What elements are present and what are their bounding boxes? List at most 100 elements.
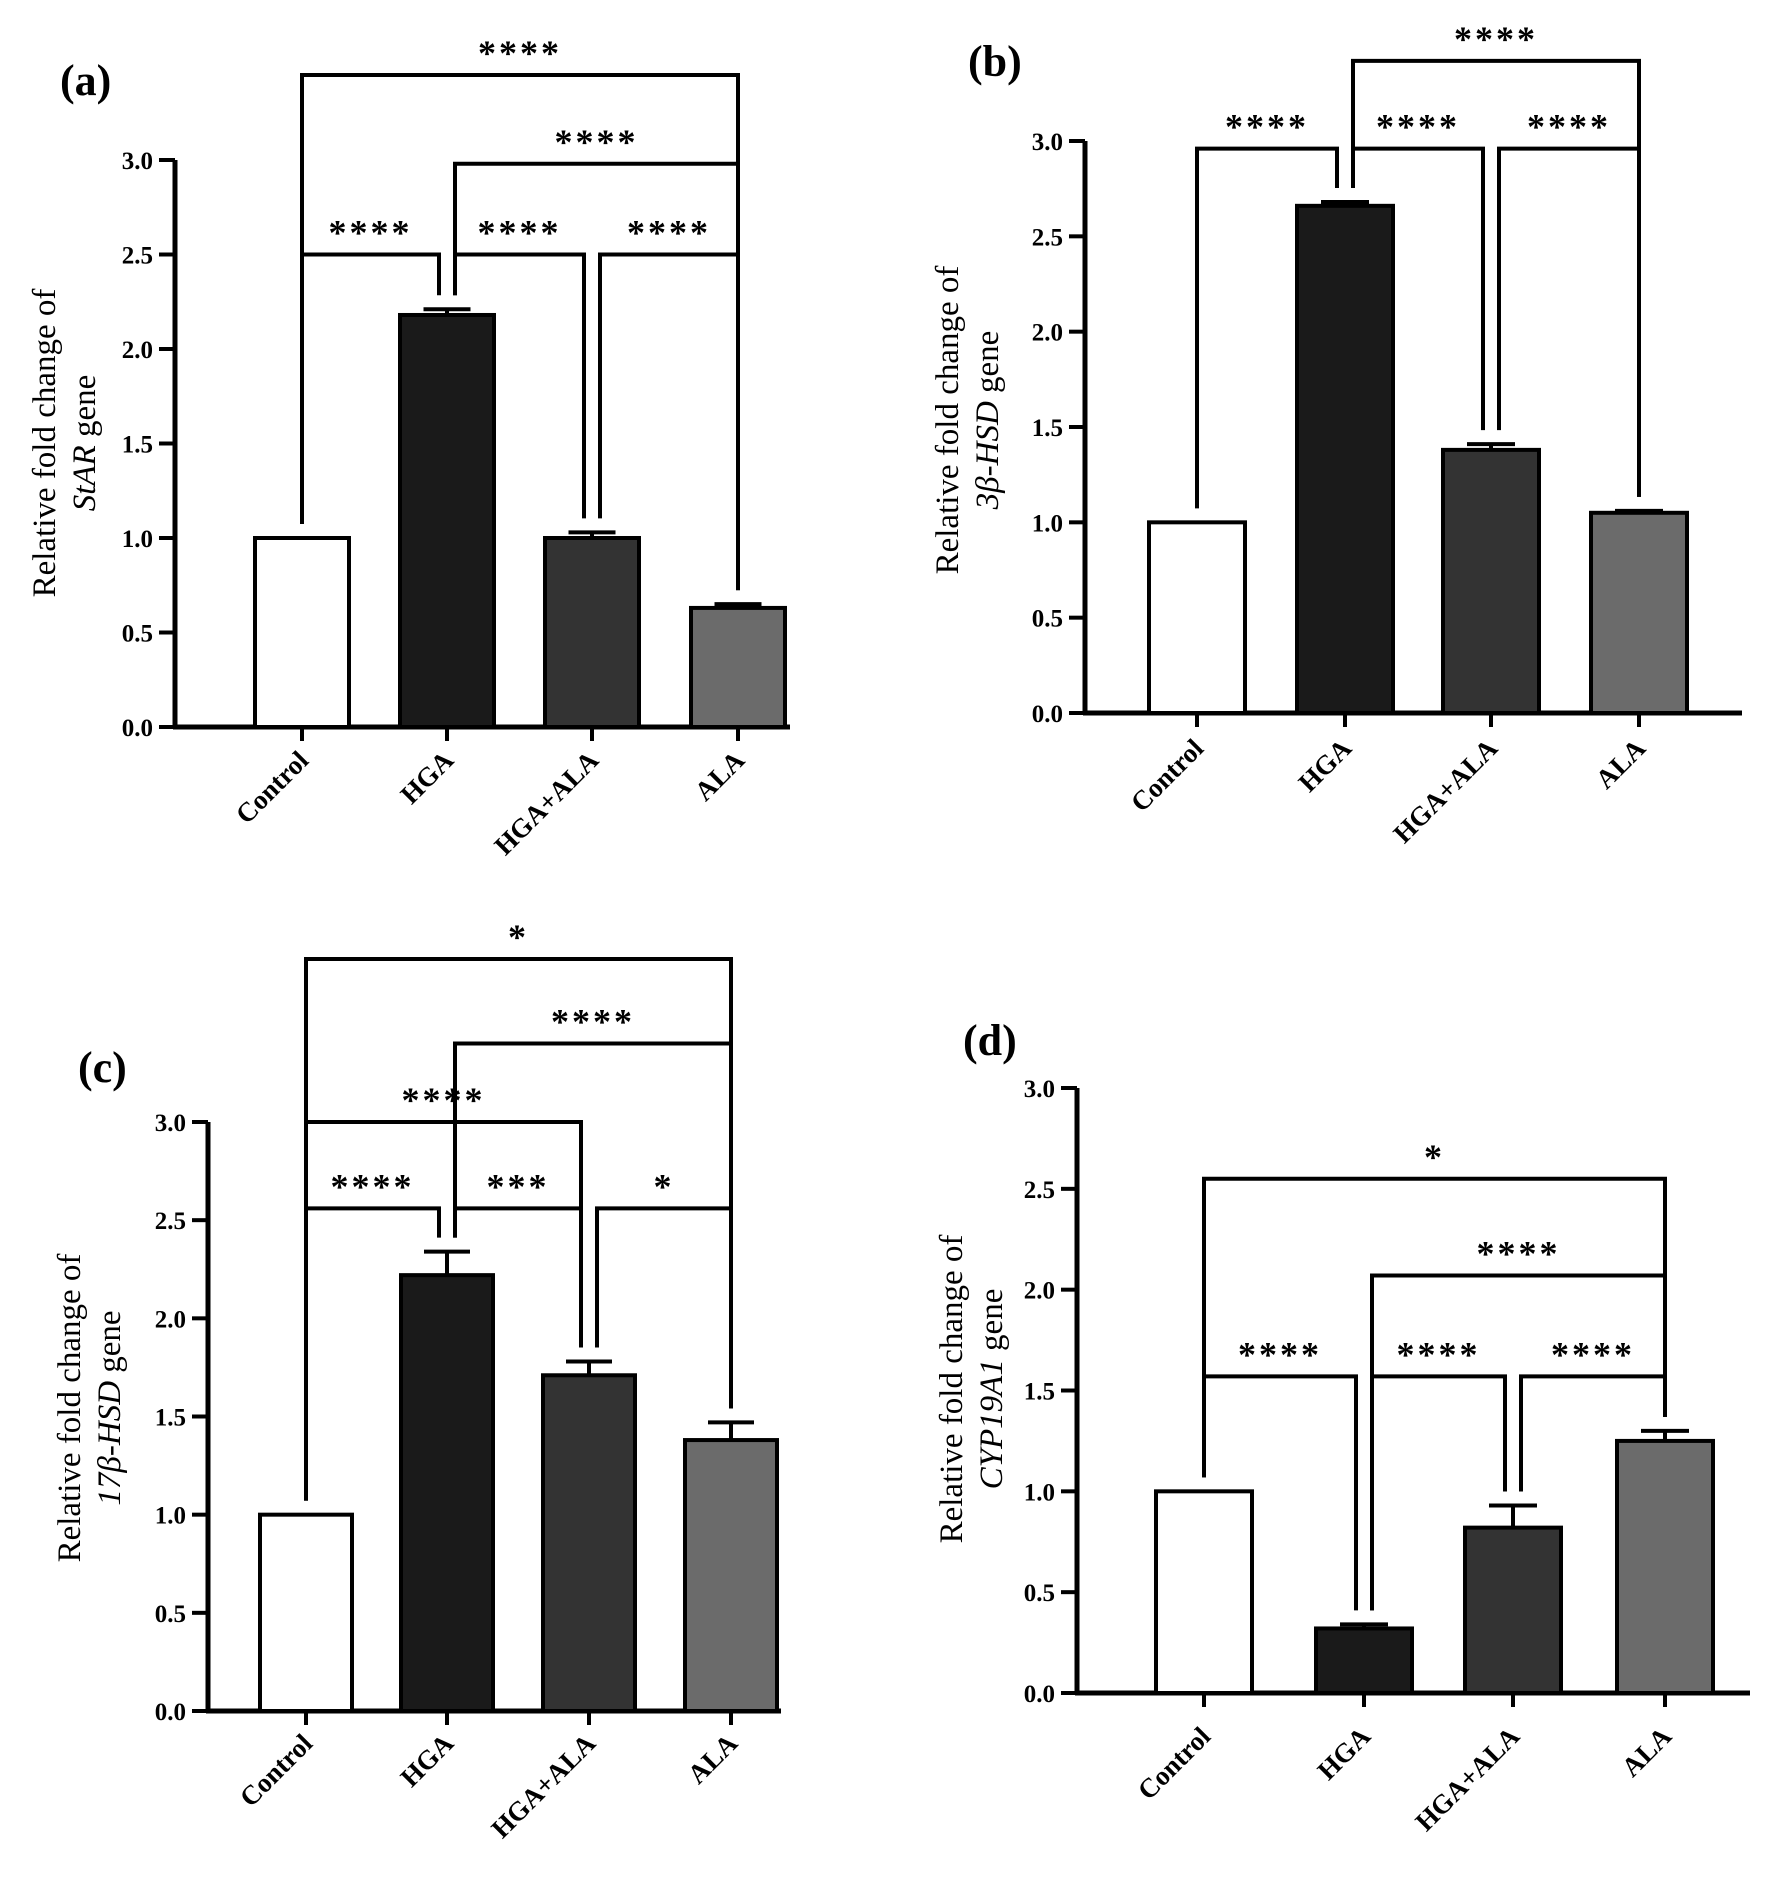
significance-label: * (1424, 1137, 1445, 1177)
x-tick-label-hga-plus-ala: HGA+ALA (488, 745, 604, 861)
chart-panel-c: (c) 0.0 0.5 1.0 1.5 2.0 2.5 3.0 Relative fold ch… (52, 917, 781, 1844)
significance-bracket (453, 1041, 733, 1409)
chart-panel-a: (a) 0.0 0.5 1.0 1.5 2.0 2.5 3.0 Relative fold ch… (27, 33, 790, 861)
y-tick-label: 3.0 (155, 1110, 186, 1137)
y-tick-label: 2.5 (1024, 1177, 1055, 1204)
y-tick-label: 0.5 (1024, 1580, 1055, 1607)
y-tick-label: 1.0 (1024, 1479, 1055, 1506)
y-tick-label: 1.0 (122, 526, 153, 553)
x-tick-label-ala: ALA (1616, 1721, 1678, 1783)
significance-label: **** (1376, 107, 1460, 147)
x-tick-label-ala: ALA (682, 1728, 744, 1790)
significance-label: **** (1551, 1334, 1635, 1374)
significance-label: **** (1397, 1334, 1481, 1374)
bar-hga-plus-ala (543, 536, 641, 729)
y-tick-label: 2.0 (122, 337, 153, 364)
significance-label: **** (1477, 1234, 1561, 1274)
significance-label: *** (487, 1166, 550, 1206)
y-tick-label: 3.0 (1032, 129, 1063, 156)
y-tick-label: 3.0 (122, 148, 153, 175)
significance-bracket (1202, 1176, 1667, 1478)
significance-bracket (300, 72, 740, 591)
panel-label: (b) (968, 37, 1022, 86)
bar-hga (398, 312, 496, 729)
significance-label: * (508, 917, 529, 957)
significance-label: **** (478, 33, 562, 73)
y-tick-label: 1.0 (1032, 510, 1063, 537)
bar-ala (1615, 1438, 1715, 1695)
significance-label: **** (329, 213, 413, 253)
y-tick-label: 2.5 (1032, 224, 1063, 251)
bar-hga-plus-ala (541, 1373, 637, 1714)
y-tick-label: 2.5 (155, 1208, 186, 1235)
y-tick-label: 2.0 (155, 1306, 186, 1333)
y-tick-label: 0.0 (122, 715, 153, 742)
y-axis-label: Relative fold change of StAR gene (27, 289, 103, 598)
x-tick-label-control: Control (234, 1728, 319, 1813)
significance-label: **** (1527, 107, 1611, 147)
y-tick-label: 1.5 (1024, 1379, 1055, 1406)
y-axis-label: Relative fold change of CYP19A1 gene (934, 1235, 1010, 1544)
y-tick-label: 0.5 (122, 621, 153, 648)
significance-bracket (1497, 146, 1641, 497)
y-tick-label: 1.5 (155, 1405, 186, 1432)
significance-label: **** (331, 1166, 415, 1206)
bar-control (1154, 1489, 1254, 1696)
bar-control (253, 536, 351, 729)
y-tick-label: 0.0 (1032, 701, 1063, 728)
significance-bracket (1195, 146, 1339, 509)
x-tick-label-ala: ALA (1590, 733, 1652, 795)
bar-hga (399, 1273, 495, 1713)
y-axis-label: Relative fold change of 17β-HSD gene (52, 1254, 128, 1563)
bar-hga (1314, 1626, 1414, 1696)
significance-label: * (654, 1166, 675, 1206)
bar-control (1147, 520, 1247, 715)
x-tick-label-hga-plus-ala: HGA+ALA (1409, 1721, 1525, 1837)
y-tick-label: 0.0 (1024, 1681, 1055, 1708)
y-tick-label: 0.5 (1032, 606, 1063, 633)
significance-bracket (1351, 58, 1641, 497)
significance-label: **** (551, 1001, 635, 1041)
chart-panel-b: (b) 0.0 0.5 1.0 1.5 2.0 2.5 3.0 Relative fold ch… (930, 19, 1742, 849)
y-tick-label: 3.0 (1024, 1076, 1055, 1103)
significance-label: **** (478, 213, 562, 253)
y-tick-label: 2.0 (1024, 1278, 1055, 1305)
bar-hga-plus-ala (1463, 1525, 1563, 1695)
x-tick-label-hga: HGA (395, 745, 460, 810)
significance-bracket (304, 957, 733, 1501)
x-tick-label-control: Control (230, 745, 315, 830)
x-tick-label-hga: HGA (1293, 733, 1358, 798)
significance-label: **** (1238, 1334, 1322, 1374)
panel-label: (c) (78, 1043, 127, 1092)
panel-label: (d) (963, 1016, 1017, 1065)
panel-label: (a) (60, 56, 111, 105)
significance-label: **** (1454, 19, 1538, 59)
bar-control (258, 1512, 354, 1713)
significance-label: **** (1225, 107, 1309, 147)
x-tick-label-control: Control (1125, 733, 1210, 818)
significance-label: **** (402, 1080, 486, 1120)
x-tick-label-hga: HGA (395, 1728, 460, 1793)
significance-label: **** (627, 213, 711, 253)
y-tick-label: 1.0 (155, 1503, 186, 1530)
bar-hga (1295, 203, 1395, 715)
y-tick-label: 1.5 (122, 432, 153, 459)
y-tick-label: 2.5 (122, 243, 153, 270)
y-tick-label: 0.0 (155, 1699, 186, 1726)
y-tick-label: 1.5 (1032, 415, 1063, 442)
y-axis-label: Relative fold change of 3β-HSD gene (930, 266, 1006, 575)
x-tick-label-hga: HGA (1312, 1721, 1377, 1786)
chart-panel-d: (d) 0.0 0.5 1.0 1.5 2.0 2.5 3.0 Relative fold ch… (934, 1016, 1750, 1837)
x-tick-label-hga-plus-ala: HGA+ALA (1387, 733, 1503, 849)
bar-hga-plus-ala (1441, 447, 1541, 715)
y-tick-label: 2.0 (1032, 320, 1063, 347)
bar-ala (1589, 510, 1689, 715)
y-tick-label: 0.5 (155, 1601, 186, 1628)
bar-ala (689, 605, 787, 729)
significance-label: **** (555, 122, 639, 162)
x-tick-label-control: Control (1132, 1721, 1217, 1806)
bar-ala (683, 1438, 779, 1714)
x-tick-label-hga-plus-ala: HGA+ALA (485, 1728, 601, 1844)
x-tick-label-ala: ALA (689, 745, 751, 807)
